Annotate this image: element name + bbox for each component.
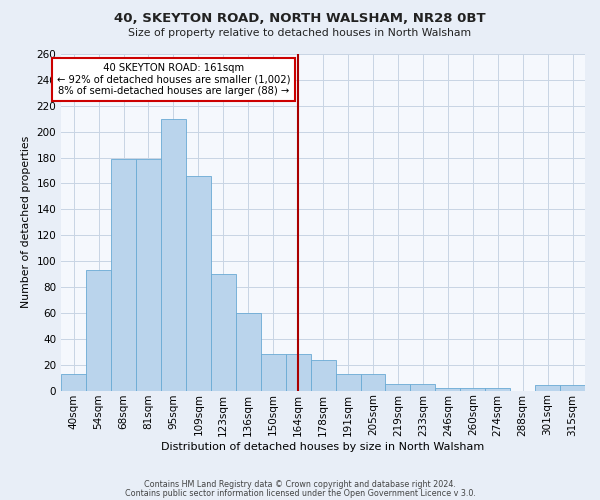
Bar (335, 374, 361, 390)
Bar (186, 176, 211, 390)
Bar (286, 354, 311, 390)
Bar (460, 388, 485, 390)
Bar (560, 386, 585, 390)
Y-axis label: Number of detached properties: Number of detached properties (21, 136, 31, 308)
Bar (136, 159, 161, 390)
Bar (385, 384, 410, 390)
Text: Contains public sector information licensed under the Open Government Licence v : Contains public sector information licen… (125, 488, 475, 498)
Text: Size of property relative to detached houses in North Walsham: Size of property relative to detached ho… (128, 28, 472, 38)
Bar (361, 374, 385, 390)
Bar (311, 360, 335, 390)
Bar (111, 159, 136, 390)
Bar (485, 388, 510, 390)
X-axis label: Distribution of detached houses by size in North Walsham: Distribution of detached houses by size … (161, 442, 485, 452)
Text: Contains HM Land Registry data © Crown copyright and database right 2024.: Contains HM Land Registry data © Crown c… (144, 480, 456, 489)
Text: 40, SKEYTON ROAD, NORTH WALSHAM, NR28 0BT: 40, SKEYTON ROAD, NORTH WALSHAM, NR28 0B… (114, 12, 486, 26)
Bar (261, 354, 286, 390)
Bar (211, 274, 236, 390)
Bar (86, 270, 111, 390)
Bar (61, 374, 86, 390)
Bar (535, 386, 560, 390)
Bar (436, 388, 460, 390)
Text: 40 SKEYTON ROAD: 161sqm  
← 92% of detached houses are smaller (1,002)
8% of sem: 40 SKEYTON ROAD: 161sqm ← 92% of detache… (56, 63, 290, 96)
Bar (410, 384, 436, 390)
Bar (161, 118, 186, 390)
Bar (236, 313, 261, 390)
